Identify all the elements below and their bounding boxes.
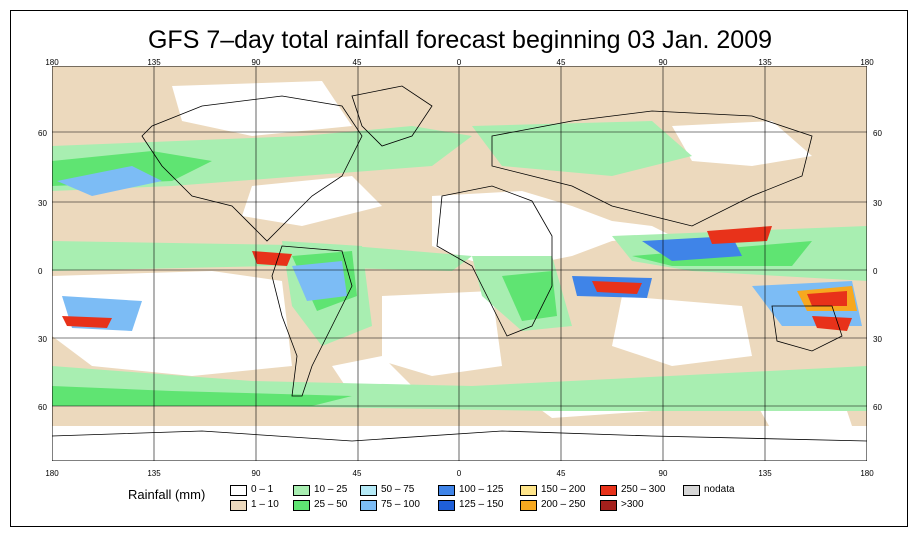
longitude-label: 180 bbox=[45, 469, 59, 478]
legend-swatch bbox=[360, 500, 377, 511]
legend-swatch bbox=[230, 500, 247, 511]
longitude-label: 135 bbox=[758, 469, 772, 478]
map-title: GFS 7–day total rainfall forecast beginn… bbox=[147, 26, 772, 54]
legend-label: 100 – 125 bbox=[459, 484, 504, 495]
legend-label: >300 bbox=[621, 499, 644, 510]
legend-label: 75 – 100 bbox=[381, 499, 420, 510]
legend-label: 200 – 250 bbox=[541, 499, 586, 510]
longitude-label: 45 bbox=[352, 469, 362, 478]
longitude-label: 135 bbox=[758, 58, 772, 67]
legend-label: 125 – 150 bbox=[459, 499, 504, 510]
figure-frame bbox=[10, 10, 908, 527]
longitude-label: 0 bbox=[456, 469, 462, 478]
legend-swatch bbox=[520, 485, 537, 496]
legend-swatch bbox=[293, 500, 310, 511]
legend-label: 50 – 75 bbox=[381, 484, 415, 495]
legend-label: 250 – 300 bbox=[621, 484, 666, 495]
legend-label: 25 – 50 bbox=[314, 499, 348, 510]
longitude-label: 90 bbox=[658, 58, 668, 67]
longitude-label: 180 bbox=[45, 58, 59, 67]
legend-swatch bbox=[360, 485, 377, 496]
legend-label: nodata bbox=[704, 484, 735, 495]
legend-swatch bbox=[438, 485, 455, 496]
longitude-label: 90 bbox=[251, 58, 261, 67]
longitude-label: 45 bbox=[556, 469, 566, 478]
longitude-label: 180 bbox=[860, 469, 874, 478]
heavy-rain-bands bbox=[57, 166, 862, 331]
longitude-label: 90 bbox=[251, 469, 261, 478]
legend-label: 0 – 1 bbox=[251, 484, 274, 495]
legend-title: Rainfall (mm) bbox=[128, 487, 206, 502]
longitude-label: 90 bbox=[658, 469, 668, 478]
longitude-label: 45 bbox=[556, 58, 566, 67]
latitude-label: 30 bbox=[873, 199, 882, 208]
latitude-label: 60 bbox=[873, 403, 882, 412]
latitude-label: 60 bbox=[38, 403, 47, 412]
longitude-label: 0 bbox=[456, 58, 462, 67]
graticule bbox=[52, 66, 867, 461]
legend-swatch bbox=[520, 500, 537, 511]
latitude-label: 30 bbox=[38, 199, 47, 208]
latitude-label: 0 bbox=[873, 267, 878, 276]
legend-swatch bbox=[683, 485, 700, 496]
longitude-label: 135 bbox=[147, 58, 161, 67]
rainfall-map bbox=[52, 66, 867, 461]
latitude-label: 30 bbox=[873, 335, 882, 344]
latitude-label: 60 bbox=[38, 129, 47, 138]
legend-swatch bbox=[600, 485, 617, 496]
legend-label: 10 – 25 bbox=[314, 484, 348, 495]
legend-label: 1 – 10 bbox=[251, 499, 279, 510]
legend-swatch bbox=[293, 485, 310, 496]
longitude-label: 180 bbox=[860, 58, 874, 67]
longitude-label: 45 bbox=[352, 58, 362, 67]
latitude-label: 0 bbox=[38, 267, 43, 276]
latitude-label: 60 bbox=[873, 129, 882, 138]
legend-swatch bbox=[438, 500, 455, 511]
coastlines bbox=[52, 85, 867, 442]
legend-swatch bbox=[600, 500, 617, 511]
legend-swatch bbox=[230, 485, 247, 496]
legend-label: 150 – 200 bbox=[541, 484, 586, 495]
latitude-label: 30 bbox=[38, 335, 47, 344]
longitude-label: 135 bbox=[147, 469, 161, 478]
